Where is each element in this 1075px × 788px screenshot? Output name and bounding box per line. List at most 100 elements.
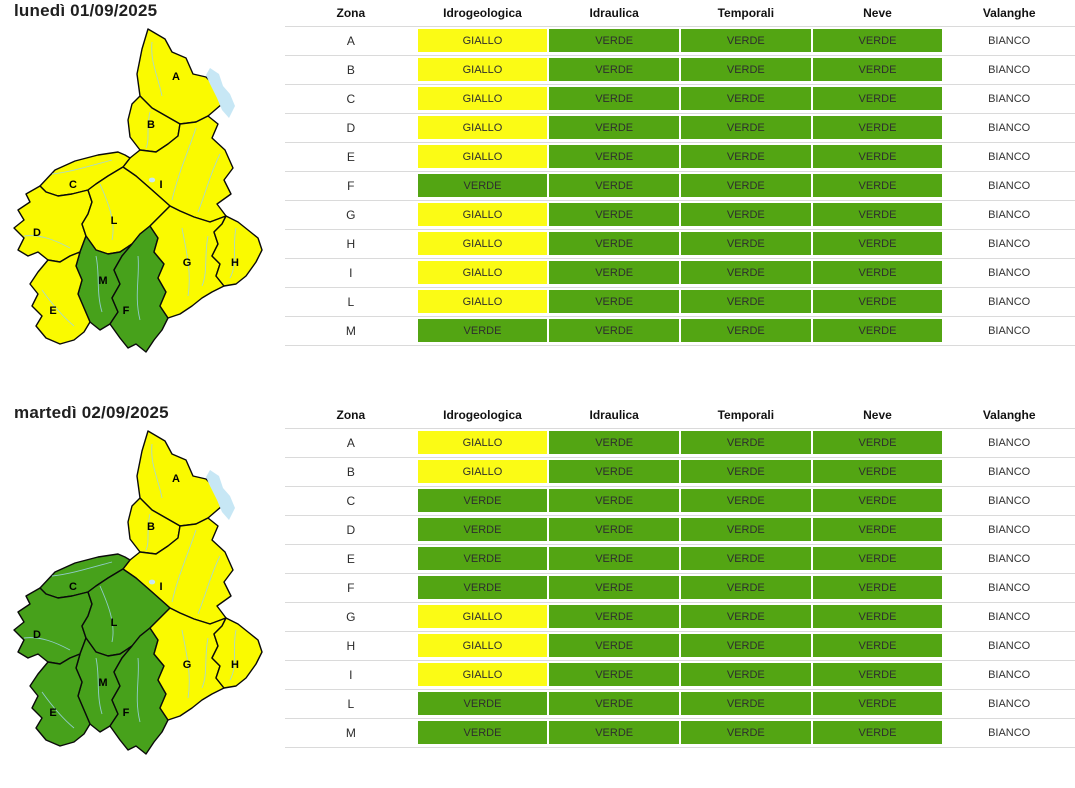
river-lines: [23, 41, 237, 327]
cell-idrogeologica: GIALLO: [417, 87, 548, 110]
cell-temporali: VERDE: [681, 290, 811, 313]
cell-temporali-wrap: VERDE: [680, 458, 812, 486]
alert-row-b: B GIALLO VERDE VERDE VERDE BIANCO: [285, 55, 1075, 84]
alert-row-b: B GIALLO VERDE VERDE VERDE BIANCO: [285, 457, 1075, 486]
column-header-valanghe: Valanghe: [982, 408, 1036, 422]
cell-neve: VERDE: [812, 290, 943, 313]
svg-text:D: D: [33, 629, 41, 641]
cell-valanghe: BIANCO: [943, 230, 1075, 258]
cell-idrogeologica-wrap: GIALLO: [417, 259, 549, 287]
cell-zona: L: [347, 295, 355, 309]
cell-temporali: VERDE: [681, 431, 811, 454]
cell-neve-wrap: VERDE: [812, 56, 944, 84]
cell-neve: VERDE: [812, 232, 943, 255]
cell-temporali-wrap: VERDE: [680, 429, 812, 457]
cell-temporali-wrap: VERDE: [680, 201, 812, 229]
column-header-idraulica: Idraulica: [589, 6, 639, 20]
cell-idrogeologica: VERDE: [417, 721, 548, 744]
svg-text:C: C: [69, 179, 77, 191]
cell-idraulica: VERDE: [549, 576, 679, 599]
cell-temporali: VERDE: [681, 232, 811, 255]
cell-idraulica-wrap: VERDE: [548, 143, 680, 171]
svg-text:B: B: [147, 119, 155, 131]
cell-idrogeologica-wrap: GIALLO: [417, 143, 549, 171]
alert-row-f: F VERDE VERDE VERDE VERDE BIANCO: [285, 573, 1075, 602]
cell-temporali-wrap: VERDE: [680, 487, 812, 515]
cell-temporali-wrap: VERDE: [680, 545, 812, 573]
cell-temporali: VERDE: [681, 634, 811, 657]
cell-zona: D: [346, 523, 356, 537]
cell-zona: C: [346, 92, 356, 106]
cell-idrogeologica: GIALLO: [417, 431, 548, 454]
cell-idrogeologica: VERDE: [417, 319, 548, 342]
cell-valanghe: BIANCO: [943, 143, 1075, 171]
cell-idraulica-wrap: VERDE: [548, 259, 680, 287]
alert-row-m: M VERDE VERDE VERDE VERDE BIANCO: [285, 718, 1075, 747]
cell-neve: VERDE: [812, 634, 943, 657]
cell-valanghe: BIANCO: [943, 719, 1075, 747]
cell-idrogeologica: GIALLO: [417, 116, 548, 139]
cell-zona: D: [346, 121, 356, 135]
cell-temporali-wrap: VERDE: [680, 143, 812, 171]
column-header-idraulica: Idraulica: [589, 408, 639, 422]
cell-valanghe: BIANCO: [943, 56, 1075, 84]
alert-row-i: I GIALLO VERDE VERDE VERDE BIANCO: [285, 660, 1075, 689]
cell-idraulica-wrap: VERDE: [548, 574, 680, 602]
cell-temporali: VERDE: [681, 87, 811, 110]
cell-idraulica: VERDE: [549, 232, 679, 255]
alert-row-f: F VERDE VERDE VERDE VERDE BIANCO: [285, 171, 1075, 200]
column-header-zona: Zona: [336, 408, 366, 422]
cell-idrogeologica-wrap: GIALLO: [417, 288, 549, 316]
cell-idraulica-wrap: VERDE: [548, 85, 680, 113]
cell-idrogeologica: VERDE: [417, 547, 548, 570]
cell-zona: G: [346, 208, 356, 222]
cell-temporali-wrap: VERDE: [680, 632, 812, 660]
alert-row-l: L GIALLO VERDE VERDE VERDE BIANCO: [285, 287, 1075, 316]
cell-neve: VERDE: [812, 460, 943, 483]
cell-neve: VERDE: [812, 692, 943, 715]
piemonte-zones-map: A B C I L D G H M E F: [13, 28, 263, 353]
cell-neve-wrap: VERDE: [812, 690, 944, 718]
cell-neve-wrap: VERDE: [812, 458, 944, 486]
cell-valanghe: BIANCO: [943, 487, 1075, 515]
cell-idraulica: VERDE: [549, 692, 679, 715]
svg-text:I: I: [159, 179, 162, 191]
river-lines: [23, 443, 237, 729]
cell-neve-wrap: VERDE: [812, 230, 944, 258]
cell-idrogeologica: GIALLO: [417, 232, 548, 255]
alert-row-g: G GIALLO VERDE VERDE VERDE BIANCO: [285, 200, 1075, 229]
cell-temporali-wrap: VERDE: [680, 56, 812, 84]
cell-zona: L: [347, 697, 355, 711]
cell-valanghe: BIANCO: [943, 85, 1075, 113]
cell-idraulica: VERDE: [549, 261, 679, 284]
cell-temporali: VERDE: [681, 116, 811, 139]
cell-valanghe: BIANCO: [943, 574, 1075, 602]
svg-text:A: A: [172, 71, 180, 83]
cell-neve-wrap: VERDE: [812, 259, 944, 287]
cell-idrogeologica-wrap: GIALLO: [417, 56, 549, 84]
cell-zona: B: [346, 465, 355, 479]
cell-idraulica: VERDE: [549, 721, 679, 744]
cell-valanghe: BIANCO: [943, 516, 1075, 544]
small-lake: [148, 177, 156, 183]
cell-idraulica-wrap: VERDE: [548, 201, 680, 229]
alert-table-tuesday: Zona Idrogeologica Idraulica Temporali Neve V…: [285, 402, 1075, 748]
cell-zona: M: [345, 324, 356, 338]
cell-idrogeologica-wrap: GIALLO: [417, 661, 549, 689]
cell-idrogeologica-wrap: VERDE: [417, 719, 549, 747]
cell-idrogeologica: VERDE: [417, 518, 548, 541]
cell-temporali: VERDE: [681, 174, 811, 197]
alert-row-c: C GIALLO VERDE VERDE VERDE BIANCO: [285, 84, 1075, 113]
svg-text:L: L: [111, 215, 118, 227]
cell-valanghe: BIANCO: [943, 429, 1075, 457]
cell-idraulica-wrap: VERDE: [548, 545, 680, 573]
cell-zona: G: [346, 610, 356, 624]
cell-idrogeologica: GIALLO: [417, 460, 548, 483]
cell-neve-wrap: VERDE: [812, 574, 944, 602]
cell-neve-wrap: VERDE: [812, 114, 944, 142]
cell-idraulica: VERDE: [549, 319, 679, 342]
cell-zona: A: [346, 436, 355, 450]
column-header-neve: Neve: [863, 6, 892, 20]
cell-idrogeologica-wrap: GIALLO: [417, 429, 549, 457]
alert-row-a: A GIALLO VERDE VERDE VERDE BIANCO: [285, 26, 1075, 55]
